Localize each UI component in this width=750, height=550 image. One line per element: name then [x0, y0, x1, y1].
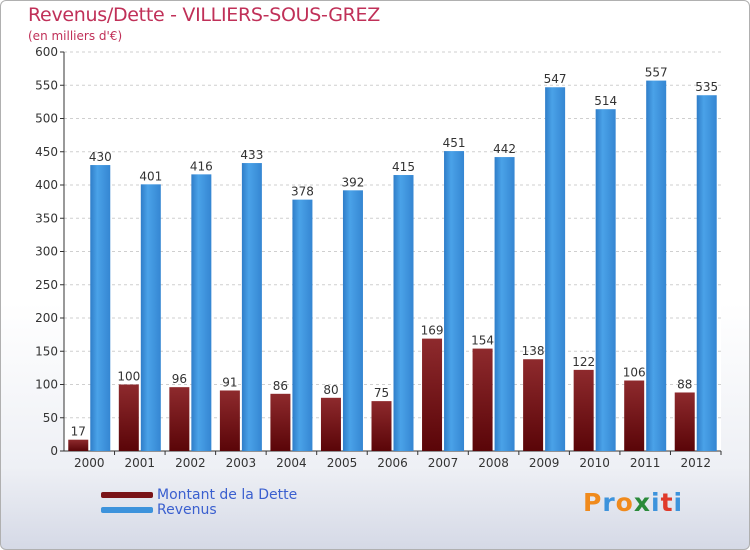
legend-label-revenus: Revenus [157, 501, 217, 518]
y-tick-label: 600 [35, 45, 58, 59]
data-label-debt: 88 [677, 377, 692, 391]
y-tick-label: 250 [35, 278, 58, 292]
bar-revenus [696, 95, 717, 451]
x-tick-label: 2008 [478, 456, 509, 470]
data-label-revenus: 416 [190, 159, 213, 173]
legend-item-debt: Montant de la Dette [101, 486, 298, 503]
x-tick-label: 2012 [680, 456, 711, 470]
data-label-revenus: 547 [544, 72, 567, 86]
x-tick-label: 2003 [226, 456, 257, 470]
bar-revenus [292, 199, 313, 451]
data-label-debt: 100 [117, 370, 140, 384]
data-label-revenus: 401 [139, 169, 162, 183]
y-tick-label: 450 [35, 145, 58, 159]
x-tick-label: 2007 [428, 456, 459, 470]
data-label-revenus: 392 [342, 175, 365, 189]
data-label-debt: 91 [222, 375, 237, 389]
y-tick-label: 300 [35, 245, 58, 259]
logo-letter: i [651, 488, 661, 517]
bar-revenus [140, 184, 161, 451]
logo-letter: x [633, 488, 651, 517]
y-tick-label: 0 [50, 444, 58, 458]
bar-debt [320, 397, 341, 451]
y-tick-label: 50 [43, 411, 58, 425]
bar-debt [169, 387, 190, 451]
x-tick-label: 2004 [276, 456, 307, 470]
x-tick-label: 2005 [327, 456, 358, 470]
x-tick-label: 2006 [377, 456, 408, 470]
x-tick-label: 2010 [579, 456, 610, 470]
data-label-revenus: 430 [89, 150, 112, 164]
bar-revenus [393, 175, 414, 451]
bar-revenus [342, 190, 363, 451]
bar-revenus [494, 157, 515, 451]
legend-swatch-revenus [101, 506, 153, 513]
bar-debt [422, 338, 443, 451]
logo-letter: i [673, 488, 684, 517]
data-label-debt: 80 [323, 383, 338, 397]
x-tick-label: 2002 [175, 456, 206, 470]
data-label-revenus: 535 [695, 80, 718, 94]
data-label-debt: 154 [471, 334, 494, 348]
data-label-debt: 17 [71, 425, 86, 439]
bar-debt [523, 359, 544, 451]
bar-debt [674, 392, 695, 451]
proxiti-logo: Proxiti [583, 488, 683, 517]
chart-subtitle: (en milliers d'€) [28, 29, 123, 43]
bar-debt [118, 384, 139, 451]
x-tick-label: 2009 [529, 456, 560, 470]
data-label-revenus: 442 [493, 142, 516, 156]
bar-debt [624, 380, 645, 451]
data-label-revenus: 514 [594, 94, 617, 108]
legend: Montant de la Dette Revenus [101, 486, 298, 518]
bar-debt [573, 369, 594, 451]
data-label-revenus: 378 [291, 185, 314, 199]
logo-letter: r [602, 488, 616, 517]
logo-letter: P [583, 488, 603, 517]
data-label-debt: 86 [273, 379, 288, 393]
y-tick-label: 400 [35, 178, 58, 192]
y-tick-label: 150 [35, 344, 58, 358]
legend-item-revenus: Revenus [101, 501, 297, 518]
x-tick-label: 2000 [74, 456, 105, 470]
y-tick-label: 200 [35, 311, 58, 325]
chart-title: Revenus/Dette - VILLIERS-SOUS-GREZ [28, 4, 380, 26]
bar-revenus [545, 87, 566, 452]
data-label-debt: 169 [421, 324, 444, 338]
y-tick-label: 550 [35, 78, 58, 92]
y-tick-label: 350 [35, 211, 58, 225]
logo-letter: t [660, 488, 674, 517]
bar-debt [371, 401, 392, 451]
data-label-revenus: 557 [645, 66, 668, 80]
data-label-revenus: 433 [240, 148, 263, 162]
bar-debt [68, 439, 89, 451]
bar-debt [270, 393, 291, 451]
data-label-revenus: 415 [392, 160, 415, 174]
bar-revenus [646, 80, 667, 451]
data-label-debt: 75 [374, 386, 389, 400]
x-tick-label: 2011 [630, 456, 661, 470]
bar-debt [219, 390, 240, 451]
data-label-debt: 138 [522, 344, 545, 358]
data-label-debt: 106 [623, 366, 646, 380]
bar-debt [472, 348, 493, 451]
legend-swatch-debt [101, 491, 153, 498]
data-label-debt: 122 [572, 355, 595, 369]
bar-revenus [241, 163, 262, 451]
data-label-debt: 96 [172, 372, 187, 386]
bar-revenus [444, 151, 465, 451]
data-label-revenus: 451 [443, 136, 466, 150]
legend-label-debt: Montant de la Dette [157, 486, 298, 503]
x-tick-label: 2001 [125, 456, 156, 470]
logo-letter: o [615, 488, 634, 517]
bar-revenus [595, 109, 616, 451]
bar-revenus [90, 165, 111, 452]
y-tick-label: 500 [35, 112, 58, 126]
bar-revenus [191, 174, 212, 452]
y-tick-label: 100 [35, 378, 58, 392]
